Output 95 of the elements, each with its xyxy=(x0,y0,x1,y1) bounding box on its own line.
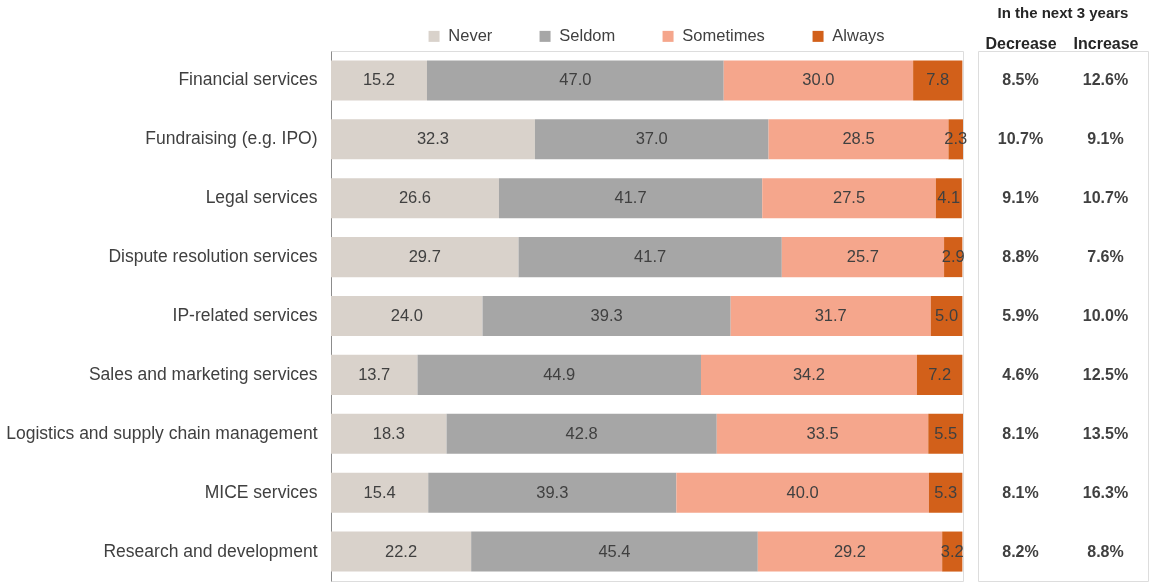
bar xyxy=(518,237,782,278)
y-tick-label: Dispute resolution services xyxy=(108,246,318,267)
data-label: 24.0 xyxy=(390,306,423,324)
data-label: 18.3 xyxy=(372,423,405,442)
data-label: 10.7% xyxy=(1082,189,1129,207)
data-label: 39.3 xyxy=(590,306,623,324)
data-label: 12.5% xyxy=(1082,365,1129,383)
data-label: 5.9% xyxy=(1002,307,1039,324)
data-label: 12.6% xyxy=(1082,71,1129,89)
x-tick-label: Increase xyxy=(1073,34,1139,52)
legend-label: Seldom xyxy=(559,26,616,45)
bar xyxy=(471,531,758,572)
data-label: 33.5 xyxy=(806,423,839,442)
data-label: 4.1 xyxy=(937,188,961,207)
data-label: 44.9 xyxy=(543,364,576,383)
bar xyxy=(331,60,427,101)
bar xyxy=(482,295,731,337)
legend-label: Always xyxy=(832,26,885,45)
data-label: 37.0 xyxy=(635,129,668,148)
chart-title: In the next 3 years xyxy=(997,4,1129,21)
bar xyxy=(676,472,929,513)
bar xyxy=(757,531,943,572)
bar xyxy=(331,237,519,278)
bar xyxy=(331,178,499,219)
y-tick-label: Financial services xyxy=(178,69,318,90)
bar xyxy=(331,531,472,572)
data-label: 15.2 xyxy=(362,70,396,89)
legend-label: Sometimes xyxy=(682,26,765,45)
data-label: 5.0 xyxy=(935,306,959,324)
bar xyxy=(700,354,917,395)
data-label: 9.1% xyxy=(1002,189,1039,207)
data-label: 7.6% xyxy=(1087,248,1124,266)
data-label: 34.2 xyxy=(792,364,826,383)
bar xyxy=(426,60,724,101)
y-tick-label: Logistics and supply chain management xyxy=(6,422,318,443)
data-label: 26.6 xyxy=(398,188,432,207)
data-label: 7.8 xyxy=(926,70,950,89)
data-label: 5.3 xyxy=(934,482,958,501)
data-label: 4.6% xyxy=(1002,365,1039,383)
data-label: 7.2 xyxy=(928,364,952,383)
data-label: 15.4 xyxy=(363,482,396,501)
bar xyxy=(331,295,483,337)
y-tick-label: Fundraising (e.g. IPO) xyxy=(145,128,318,149)
data-label: 28.5 xyxy=(842,129,875,148)
data-label: 8.8% xyxy=(1087,542,1124,560)
data-label: 16.3% xyxy=(1082,483,1129,501)
bar xyxy=(762,178,936,219)
data-label: 31.7 xyxy=(814,306,847,324)
data-label: 40.0 xyxy=(786,482,819,501)
data-label: 41.7 xyxy=(614,188,647,207)
data-label: 10.7% xyxy=(997,130,1044,148)
y-tick-label: IP-related services xyxy=(172,305,318,325)
bar xyxy=(417,354,701,395)
bar xyxy=(428,472,677,513)
x-tick-label: Decrease xyxy=(985,34,1057,52)
data-label: 10.0% xyxy=(1082,307,1129,324)
data-label: 29.2 xyxy=(833,541,867,560)
bar xyxy=(331,354,418,395)
data-label: 25.7 xyxy=(846,247,879,266)
bar xyxy=(716,413,929,454)
y-tick-label: Legal services xyxy=(205,187,318,208)
bar xyxy=(723,60,914,101)
bar xyxy=(498,178,763,219)
data-label: 32.3 xyxy=(416,129,450,148)
data-label: 8.2% xyxy=(1002,542,1039,560)
bar xyxy=(913,60,963,101)
data-label: 13.5% xyxy=(1082,424,1129,442)
data-label: 47.0 xyxy=(559,70,592,89)
bar xyxy=(534,119,769,160)
data-label: 29.7 xyxy=(408,247,441,266)
y-tick-label: MICE services xyxy=(204,481,318,502)
bar xyxy=(331,413,447,454)
y-tick-label: Research and development xyxy=(103,540,318,561)
data-label: 22.2 xyxy=(385,541,418,560)
data-label: 8.1% xyxy=(1002,483,1039,501)
bar xyxy=(730,295,931,337)
data-label: 8.8% xyxy=(1002,248,1039,266)
legend-label: Never xyxy=(448,26,493,45)
data-label: 9.1% xyxy=(1087,130,1124,148)
data-label: 42.8 xyxy=(565,423,598,442)
bar xyxy=(446,413,717,454)
bar xyxy=(331,472,429,513)
data-label: 30.0 xyxy=(802,70,835,89)
data-label: 13.7 xyxy=(358,364,391,383)
data-label: 27.5 xyxy=(832,188,866,207)
data-label: 5.5 xyxy=(934,423,958,442)
bar xyxy=(331,119,535,160)
data-label: 8.5% xyxy=(1002,71,1039,89)
data-label: 41.7 xyxy=(634,247,667,266)
y-tick-label: Sales and marketing services xyxy=(88,363,318,384)
data-label: 45.4 xyxy=(598,541,631,560)
data-label: 8.1% xyxy=(1002,424,1039,442)
data-label: 39.3 xyxy=(536,482,569,501)
bar xyxy=(916,354,963,395)
bar xyxy=(928,413,963,454)
